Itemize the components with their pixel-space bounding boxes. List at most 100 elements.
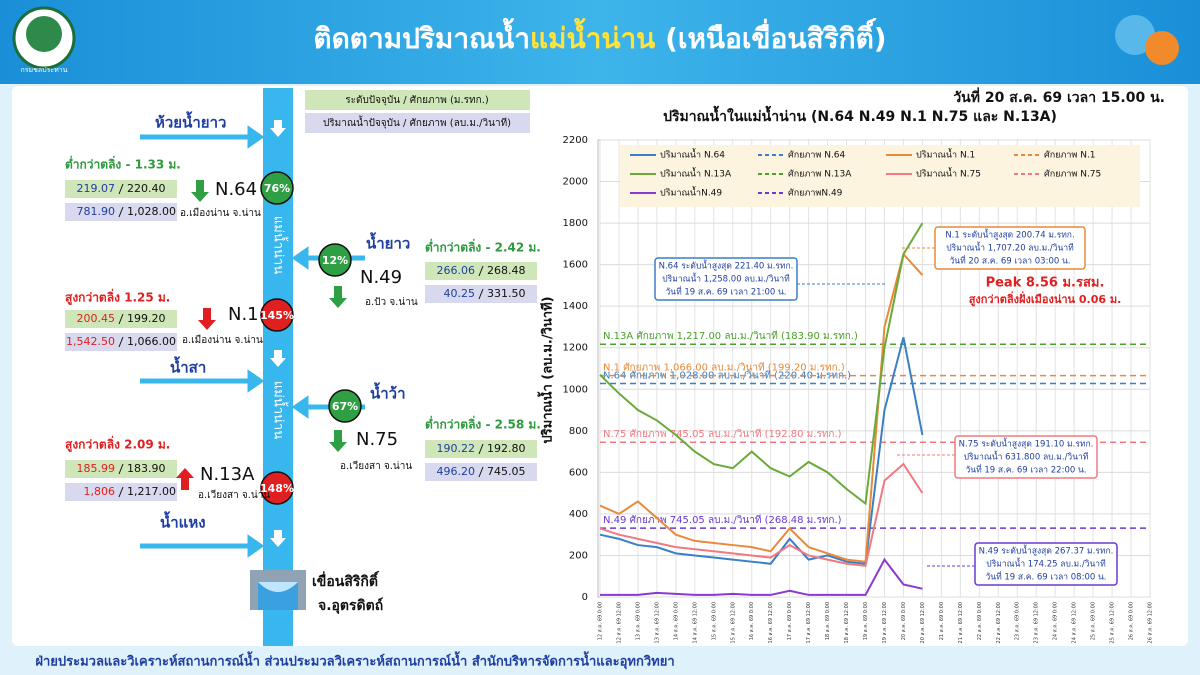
x-tick-label: 20 ส.ค. 69 12:00: [920, 602, 926, 643]
station-name: N.75: [356, 429, 398, 450]
series-line: [599, 337, 924, 565]
annotation-text: ปริมาณน้ำ 1,258.00 ลบ.ม./วินาที: [662, 273, 790, 285]
series-line: [600, 557, 923, 596]
annotation-box: [654, 257, 798, 301]
station-location: อ.เมืองน่าน จ.น่าน: [182, 334, 263, 346]
separator: [478, 466, 484, 478]
trend-arrow: [198, 308, 216, 330]
annotation-text: N.75 ระดับน้ำสูงสุด 191.10 ม.รทก.: [959, 438, 1094, 450]
legend-label: ศักยภาพ N.75: [1044, 170, 1101, 180]
annotation-text: ปริมาณน้ำ 631.800 ลบ.ม./วินาที: [964, 451, 1089, 463]
x-tick-label: 21 ส.ค. 69 12:00: [958, 602, 964, 643]
capacity-value: 220.40: [127, 182, 166, 195]
annotation-text: วันที่ 19 ส.ค. 69 เวลา 22:00 น.: [966, 464, 1087, 476]
x-tick-label: 19 ส.ค. 69 12:00: [882, 602, 888, 643]
legend-label: ศักยภาพ N.64: [788, 151, 846, 161]
x-tick-label: 12 ส.ค. 69 0:00: [598, 602, 604, 640]
annotation-box: [974, 542, 1118, 586]
x-tick-label: 18 ส.ค. 69 12:00: [844, 602, 850, 643]
capacity-value: 268.48: [487, 264, 526, 277]
y-tick-label: 800: [569, 426, 588, 437]
separator: [478, 443, 484, 455]
tributary-label: น้ำแหง: [160, 511, 206, 532]
percent: 145%: [260, 309, 294, 322]
logo-text: กรมชลประทาน: [21, 66, 68, 74]
current-value: 185.99: [77, 462, 116, 475]
current-value: 219.07: [77, 182, 116, 195]
annotation-text: N.1 ระดับน้ำสูงสุด 200.74 ม.รทก.: [945, 229, 1074, 241]
separator: [118, 183, 124, 195]
current-value: 200.45: [77, 312, 116, 325]
x-tick-label: 23 ส.ค. 69 12:00: [1034, 602, 1040, 643]
annotation-text: N.64 ระดับน้ำสูงสุด 221.40 ม.รทก.: [659, 260, 794, 272]
legend-label: ศักยภาพN.49: [788, 189, 843, 199]
series-line: [599, 222, 924, 506]
x-tick-label: 24 ส.ค. 69 0:00: [1053, 602, 1059, 640]
capacity-label: N.75 ศักยภาพ 745.05 ลบ.ม./วินาที (192.80…: [603, 428, 842, 440]
y-tick-label: 600: [569, 467, 588, 478]
y-tick-label: 0: [582, 592, 588, 603]
separator: [118, 206, 124, 218]
capacity-value: 1,217.00: [127, 485, 176, 498]
x-tick-label: 13 ส.ค. 69 0:00: [635, 602, 641, 640]
station-name: N.49: [360, 267, 402, 288]
y-tick-label: 1400: [563, 301, 588, 312]
x-tick-label: 21 ส.ค. 69 0:00: [939, 602, 945, 640]
current-value: 266.06: [437, 264, 476, 277]
separator: [118, 463, 124, 475]
x-tick-label: 13 ส.ค. 69 12:00: [654, 602, 660, 643]
legend: [620, 145, 1140, 207]
capacity-value: 745.05: [487, 465, 526, 478]
percent-circle: [328, 389, 362, 423]
station-name: N.1: [228, 304, 259, 325]
dam-province: จ.อุตรดิตถ์: [318, 597, 383, 614]
station-location: อ.เมืองน่าน จ.น่าน: [180, 207, 261, 219]
river-label: แม่น้ำน่าน: [271, 381, 289, 439]
title: ติดตามปริมาณน้ำแม่น้ำน่าน (เหนือเขื่อนสิ…: [313, 17, 886, 55]
x-tick-label: 14 ส.ค. 69 12:00: [692, 602, 698, 643]
x-tick-label: 25 ส.ค. 69 0:00: [1091, 602, 1097, 640]
x-tick-label: 15 ส.ค. 69 0:00: [711, 602, 717, 640]
station-status: สูงกว่าตลิ่ง 1.25 ม.: [65, 289, 170, 306]
percent-circle: [318, 243, 352, 277]
plot-area: [597, 139, 1151, 598]
station-status: สูงกว่าตลิ่ง 2.09 ม.: [65, 436, 170, 453]
y-tick-label: 1000: [563, 384, 588, 395]
x-tick-label: 24 ส.ค. 69 12:00: [1072, 602, 1078, 643]
y-tick-label: 2200: [563, 135, 588, 146]
current-value: 190.22: [437, 442, 476, 455]
x-tick-label: 23 ส.ค. 69 0:00: [1015, 602, 1021, 640]
flow-arrows: [270, 120, 286, 547]
legend-label: ปริมาณน้ำ N.1: [916, 148, 975, 161]
mascot: [1115, 15, 1155, 55]
percent-circle: [260, 171, 294, 205]
tributary-label: น้ำสา: [170, 356, 206, 377]
trend-arrow: [329, 286, 347, 308]
legend-label: ปริมาณน้ำ N.13A: [660, 167, 732, 180]
x-tick-label: 14 ส.ค. 69 0:00: [673, 602, 679, 640]
annotation-text: ปริมาณน้ำ 174.25 ลบ.ม./วินาที: [986, 558, 1106, 570]
legend-label: ศักยภาพ N.13A: [788, 170, 852, 180]
capacity-value: 199.20: [127, 312, 166, 325]
y-tick-label: 2000: [563, 177, 588, 188]
series-line: [599, 252, 924, 563]
legend-label: ปริมาณน้ำN.49: [660, 186, 722, 199]
legend-box: [305, 113, 530, 133]
tributary-label: น้ำยาว: [366, 232, 410, 253]
percent: 148%: [260, 482, 294, 495]
capacity-value: 192.80: [487, 442, 526, 455]
dam: [250, 570, 306, 610]
capacity-label: N.49 ศักยภาพ 745.05 ลบ.ม./วินาที (268.48…: [603, 514, 842, 526]
title-part: ติดตามปริมาณน้ำ: [313, 17, 530, 55]
capacity-label: N.64 ศักยภาพ 1,028.00 ลบ.ม./วินาที (220.…: [603, 369, 851, 381]
tributary-labels: ห้วยน้ำยาว น้ำยาว น้ำสา น้ำว้า น้ำแหง: [155, 111, 410, 532]
annotation-text: วันที่ 19 ส.ค. 69 เวลา 08:00 น.: [986, 571, 1107, 583]
legend-label: ปริมาณน้ำ N.75: [916, 167, 981, 180]
percent: 76%: [264, 182, 290, 195]
station-name: N.64: [215, 179, 257, 200]
station-status: ต่ำกว่าตลิ่ง - 2.58 ม.: [425, 416, 541, 432]
x-tick-label: 15 ส.ค. 69 12:00: [730, 602, 736, 643]
station-status: ต่ำกว่าตลิ่ง - 1.33 ม.: [65, 156, 181, 172]
x-tick-label: 20 ส.ค. 69 0:00: [901, 602, 907, 640]
